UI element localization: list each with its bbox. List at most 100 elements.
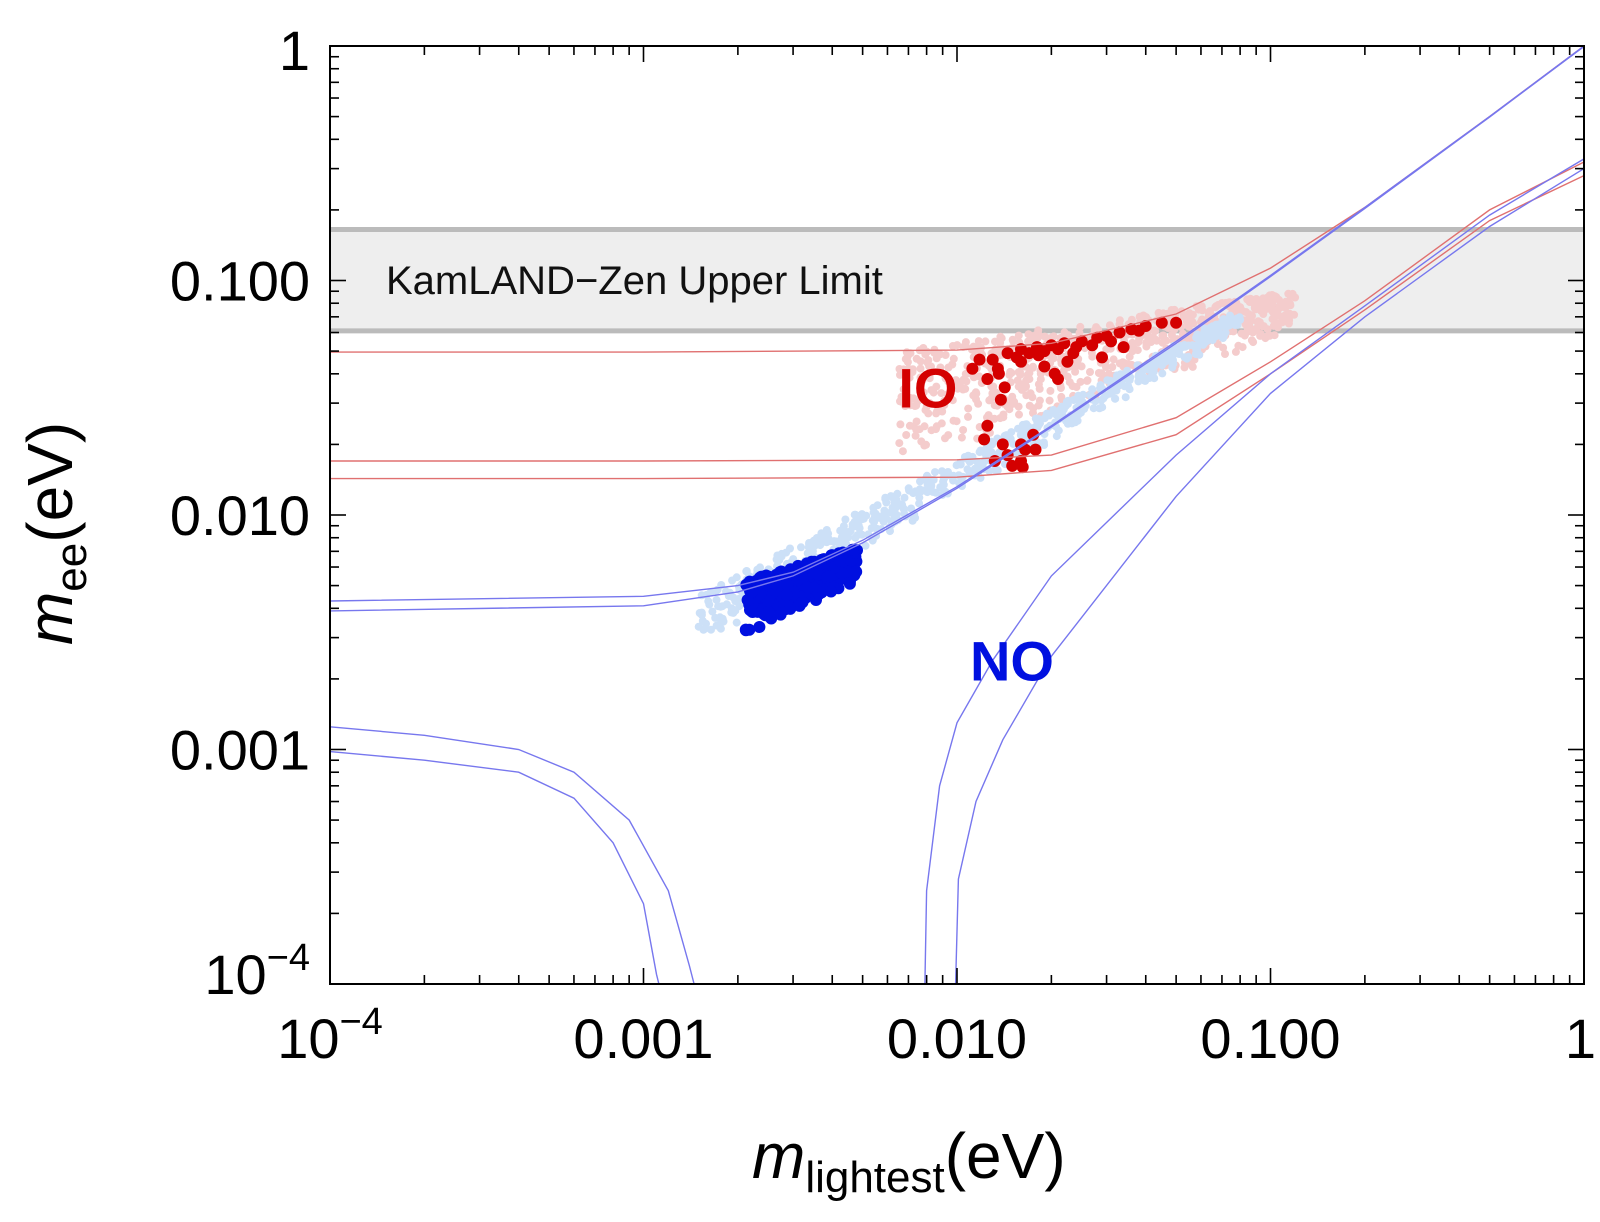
point — [972, 395, 980, 404]
point — [1086, 368, 1094, 376]
point — [1028, 363, 1037, 372]
x-tick-label: 0.100 — [1200, 1007, 1340, 1070]
point — [937, 419, 946, 428]
point — [1052, 373, 1064, 385]
point — [1180, 363, 1189, 372]
point — [1083, 376, 1092, 385]
point — [991, 337, 999, 346]
point — [911, 487, 920, 496]
point — [1101, 391, 1110, 400]
point — [1018, 428, 1027, 437]
point — [1003, 402, 1012, 411]
point — [948, 396, 957, 405]
x-axis-title-unit: (eV) — [945, 1120, 1066, 1192]
point — [1155, 316, 1168, 329]
point — [855, 530, 864, 539]
point — [1052, 410, 1061, 419]
point — [1059, 366, 1068, 375]
point — [1135, 372, 1144, 381]
point — [903, 352, 912, 361]
point — [855, 524, 864, 533]
point — [837, 535, 846, 544]
point — [850, 565, 863, 578]
point — [786, 544, 794, 553]
point — [1144, 335, 1153, 344]
point — [1240, 331, 1249, 340]
point — [897, 392, 906, 401]
point — [1250, 303, 1259, 312]
point — [978, 461, 987, 470]
point — [823, 570, 836, 583]
point — [753, 621, 766, 633]
point — [1076, 322, 1085, 331]
point — [932, 382, 941, 391]
point — [1007, 394, 1016, 403]
point — [962, 377, 971, 386]
point — [1132, 324, 1145, 337]
point — [1195, 333, 1204, 342]
no-annotation: NO — [970, 629, 1054, 692]
point — [839, 522, 848, 531]
point — [936, 483, 945, 492]
point — [940, 396, 949, 405]
point — [1022, 376, 1031, 385]
point — [1005, 370, 1014, 379]
point — [1291, 293, 1300, 302]
point — [912, 417, 921, 426]
point — [1073, 396, 1082, 405]
point — [923, 488, 932, 497]
point — [1247, 336, 1256, 345]
point — [1060, 328, 1069, 337]
point — [920, 422, 929, 431]
x-tick-label: 0.010 — [887, 1007, 1027, 1070]
point — [728, 576, 737, 585]
point — [1045, 396, 1054, 405]
point — [981, 337, 990, 346]
point — [1204, 308, 1213, 317]
point — [888, 506, 897, 515]
point — [1218, 299, 1227, 307]
point — [1106, 376, 1115, 385]
point — [1151, 327, 1160, 336]
point — [1188, 317, 1197, 326]
point — [1105, 335, 1117, 348]
point — [971, 464, 979, 473]
point — [994, 393, 1007, 406]
point — [1211, 303, 1220, 312]
point — [1200, 324, 1209, 333]
point — [917, 437, 926, 446]
point — [801, 581, 814, 594]
point — [1009, 337, 1018, 346]
point — [912, 401, 921, 410]
point — [1252, 295, 1261, 303]
line-NO-allowed-lower-left-2 — [330, 750, 660, 984]
point — [727, 604, 736, 613]
point — [796, 596, 809, 609]
point — [919, 388, 928, 397]
point — [1125, 352, 1134, 361]
point — [1108, 363, 1117, 371]
point — [1067, 347, 1080, 360]
point — [1270, 313, 1279, 322]
point — [1016, 461, 1029, 474]
point — [711, 613, 720, 622]
point — [1024, 422, 1033, 431]
point — [825, 585, 837, 598]
point — [1266, 331, 1274, 340]
point — [1270, 292, 1279, 301]
point — [1006, 459, 1019, 472]
point — [981, 419, 994, 432]
point — [1158, 369, 1167, 378]
point — [780, 589, 793, 601]
y-tick-label: 0.001 — [170, 719, 310, 782]
point — [990, 414, 999, 423]
point — [1022, 391, 1031, 400]
point — [895, 439, 904, 448]
point — [797, 543, 805, 552]
point — [1062, 397, 1071, 406]
point — [1015, 355, 1027, 368]
point — [844, 532, 853, 541]
point — [1096, 351, 1108, 364]
point — [1086, 391, 1095, 399]
point — [1109, 355, 1118, 364]
